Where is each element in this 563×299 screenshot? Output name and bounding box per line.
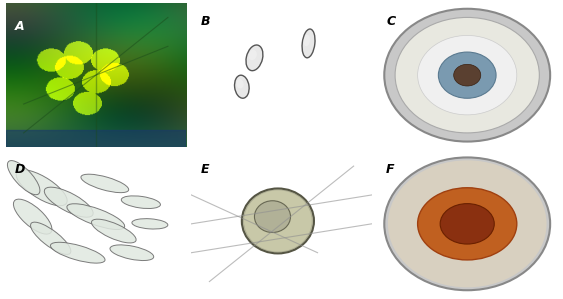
- Ellipse shape: [44, 187, 93, 217]
- Text: E: E: [200, 163, 209, 176]
- Ellipse shape: [7, 161, 40, 195]
- Ellipse shape: [302, 29, 315, 58]
- Ellipse shape: [395, 17, 539, 133]
- Ellipse shape: [51, 242, 105, 263]
- Ellipse shape: [385, 9, 550, 141]
- Ellipse shape: [14, 199, 52, 234]
- Text: D: D: [15, 163, 25, 176]
- Ellipse shape: [236, 79, 244, 89]
- Ellipse shape: [418, 188, 517, 260]
- Ellipse shape: [254, 201, 291, 233]
- Ellipse shape: [248, 50, 257, 60]
- Ellipse shape: [67, 204, 124, 230]
- Ellipse shape: [235, 75, 249, 98]
- Ellipse shape: [454, 64, 481, 86]
- Ellipse shape: [121, 196, 160, 208]
- Ellipse shape: [440, 204, 494, 244]
- Ellipse shape: [132, 219, 168, 229]
- Ellipse shape: [246, 45, 263, 71]
- Text: F: F: [386, 163, 395, 176]
- Ellipse shape: [388, 160, 547, 287]
- Ellipse shape: [385, 158, 550, 290]
- Text: A: A: [15, 20, 24, 33]
- Ellipse shape: [81, 174, 129, 193]
- Ellipse shape: [242, 188, 314, 254]
- Ellipse shape: [418, 36, 517, 115]
- Ellipse shape: [439, 52, 496, 98]
- Ellipse shape: [16, 170, 67, 206]
- Ellipse shape: [110, 245, 154, 260]
- Text: C: C: [386, 15, 395, 28]
- Ellipse shape: [30, 222, 71, 254]
- Bar: [6, 130, 186, 147]
- Ellipse shape: [303, 35, 310, 46]
- Text: B: B: [200, 15, 210, 28]
- Ellipse shape: [92, 219, 136, 243]
